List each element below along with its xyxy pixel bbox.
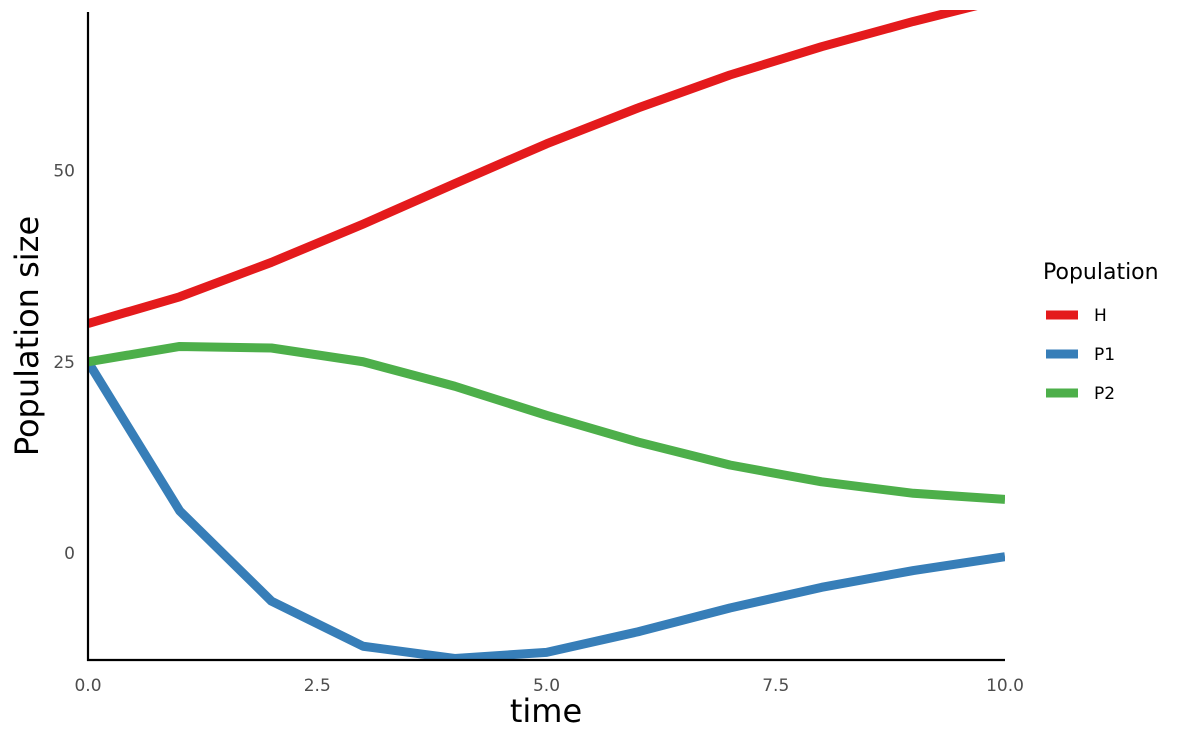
legend-title: Population (1043, 260, 1159, 285)
legend-label-p2: P2 (1094, 384, 1115, 404)
y-tick-label: 0 (64, 544, 75, 564)
x-axis-title: time (510, 692, 582, 730)
legend: Population H P1 P2 (1043, 260, 1159, 404)
x-axis-ticks: 0.0 2.5 5.0 7.5 10.0 (74, 676, 1023, 696)
x-tick-label: 5.0 (533, 676, 560, 696)
y-axis-title: Population size (8, 216, 46, 456)
y-axis-ticks: 0 25 50 (53, 162, 75, 564)
x-tick-label: 7.5 (762, 676, 789, 696)
x-tick-label: 2.5 (304, 676, 331, 696)
legend-label-h: H (1094, 306, 1107, 326)
series-line-p2 (88, 341, 1005, 504)
series-layer (88, 10, 1005, 660)
legend-label-p1: P1 (1094, 345, 1115, 365)
y-tick-label: 25 (53, 353, 75, 373)
x-tick-label: 10.0 (986, 676, 1024, 696)
series-line-p1 (88, 359, 1005, 660)
x-tick-label: 0.0 (74, 676, 101, 696)
series-line-h (88, 10, 978, 328)
y-tick-label: 50 (53, 162, 75, 182)
